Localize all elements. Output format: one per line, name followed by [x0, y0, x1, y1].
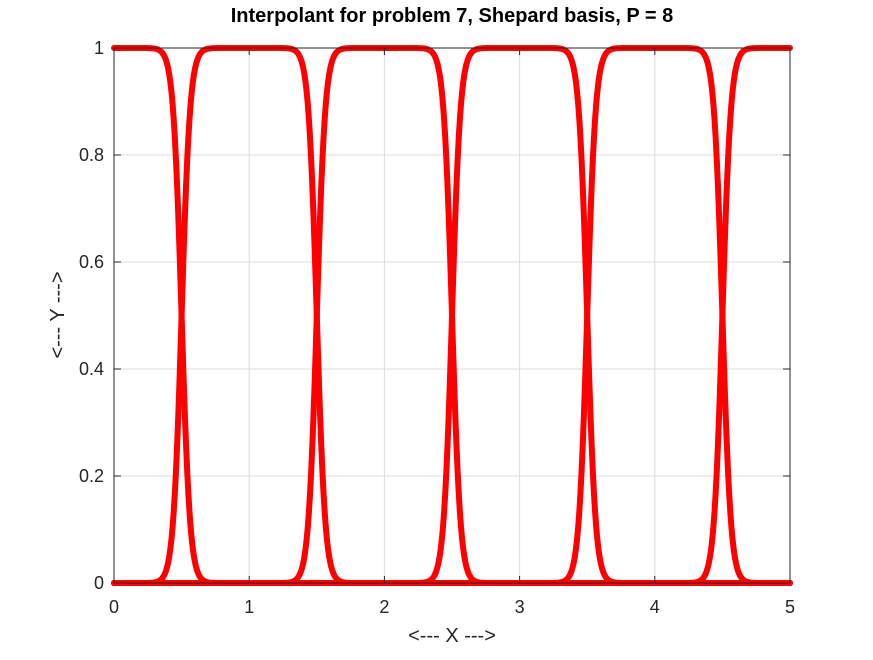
y-tick-label: 0.6 — [79, 252, 104, 272]
x-tick-label: 0 — [109, 597, 119, 617]
plot-frame — [113, 47, 791, 584]
x-tick-label: 2 — [379, 597, 389, 617]
y-axis-label: <--- Y ---> — [47, 271, 69, 358]
y-tick-label: 0.8 — [79, 145, 104, 165]
y-tick-label: 0.4 — [79, 359, 104, 379]
x-tick-label: 1 — [244, 597, 254, 617]
y-tick-label: 1 — [94, 38, 104, 58]
y-tick-label: 0.2 — [79, 466, 104, 486]
chart-title: Interpolant for problem 7, Shepard basis… — [231, 5, 674, 27]
tick-layer: 0 1 2 3 4 5 0 0.2 0.4 0.6 0.8 1 — [79, 38, 795, 617]
x-tick-label: 3 — [515, 597, 525, 617]
x-tick-label: 4 — [650, 597, 660, 617]
x-axis-label: <--- X ---> — [408, 625, 496, 647]
y-tick-label: 0 — [94, 573, 104, 593]
x-tick-label: 5 — [785, 597, 795, 617]
